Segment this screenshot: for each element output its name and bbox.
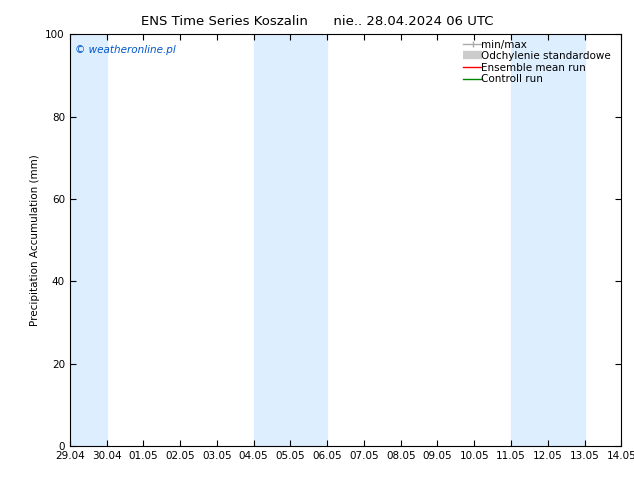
Bar bbox=[254, 34, 327, 446]
Bar bbox=[511, 34, 585, 446]
Y-axis label: Precipitation Accumulation (mm): Precipitation Accumulation (mm) bbox=[30, 154, 40, 326]
Text: ENS Time Series Koszalin      nie.. 28.04.2024 06 UTC: ENS Time Series Koszalin nie.. 28.04.202… bbox=[141, 15, 493, 28]
Text: © weatheronline.pl: © weatheronline.pl bbox=[75, 45, 176, 54]
Bar bbox=[70, 34, 107, 446]
Legend: min/max, Odchylenie standardowe, Ensemble mean run, Controll run: min/max, Odchylenie standardowe, Ensembl… bbox=[460, 36, 619, 87]
